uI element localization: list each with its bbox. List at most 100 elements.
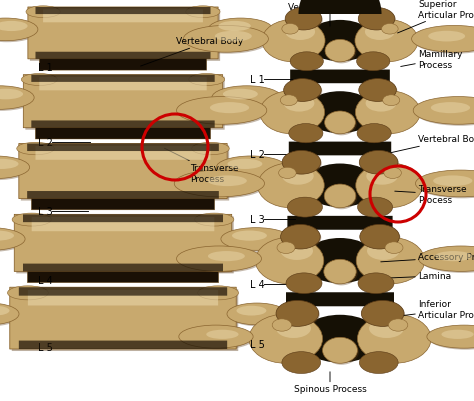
- Ellipse shape: [212, 87, 282, 110]
- Text: L 4: L 4: [38, 275, 53, 285]
- Ellipse shape: [360, 152, 399, 176]
- FancyBboxPatch shape: [31, 75, 215, 83]
- FancyBboxPatch shape: [289, 142, 391, 156]
- Ellipse shape: [0, 19, 38, 42]
- FancyBboxPatch shape: [23, 75, 223, 128]
- Text: L 1: L 1: [250, 75, 265, 85]
- Ellipse shape: [0, 22, 27, 32]
- Ellipse shape: [435, 251, 472, 261]
- Ellipse shape: [305, 21, 375, 62]
- Ellipse shape: [282, 352, 320, 374]
- Ellipse shape: [281, 242, 313, 260]
- FancyBboxPatch shape: [19, 144, 227, 199]
- Ellipse shape: [420, 248, 474, 273]
- Ellipse shape: [282, 168, 314, 185]
- Ellipse shape: [299, 315, 381, 363]
- Ellipse shape: [367, 242, 400, 260]
- Ellipse shape: [361, 226, 401, 250]
- Ellipse shape: [210, 20, 274, 43]
- Ellipse shape: [428, 327, 474, 350]
- Ellipse shape: [365, 95, 396, 112]
- Ellipse shape: [302, 239, 378, 284]
- Ellipse shape: [272, 319, 292, 331]
- FancyBboxPatch shape: [28, 290, 218, 306]
- Ellipse shape: [223, 89, 258, 100]
- Ellipse shape: [0, 88, 36, 111]
- Ellipse shape: [8, 286, 48, 300]
- Text: Transverse
Process: Transverse Process: [395, 185, 466, 204]
- FancyBboxPatch shape: [286, 293, 394, 306]
- Ellipse shape: [323, 338, 357, 363]
- FancyBboxPatch shape: [43, 10, 203, 23]
- Ellipse shape: [217, 156, 286, 179]
- FancyBboxPatch shape: [19, 288, 227, 296]
- Ellipse shape: [304, 92, 376, 134]
- Text: L 4: L 4: [250, 279, 265, 289]
- Ellipse shape: [185, 28, 270, 55]
- Ellipse shape: [0, 230, 27, 252]
- FancyBboxPatch shape: [36, 147, 210, 160]
- Ellipse shape: [361, 301, 404, 326]
- FancyBboxPatch shape: [23, 264, 223, 272]
- Text: Inferior
Articular Process: Inferior Articular Process: [378, 300, 474, 319]
- Ellipse shape: [289, 124, 323, 144]
- Ellipse shape: [227, 303, 287, 325]
- Ellipse shape: [287, 198, 322, 218]
- Ellipse shape: [0, 87, 34, 110]
- Ellipse shape: [389, 319, 408, 331]
- Ellipse shape: [324, 260, 356, 284]
- Ellipse shape: [356, 238, 425, 284]
- Ellipse shape: [0, 231, 14, 241]
- Ellipse shape: [441, 330, 474, 339]
- Ellipse shape: [208, 176, 247, 186]
- FancyBboxPatch shape: [39, 60, 207, 71]
- Ellipse shape: [177, 97, 267, 125]
- Ellipse shape: [290, 53, 323, 71]
- Text: L 1: L 1: [38, 63, 53, 73]
- Ellipse shape: [277, 242, 295, 254]
- Ellipse shape: [282, 226, 321, 250]
- Ellipse shape: [237, 306, 266, 316]
- FancyBboxPatch shape: [23, 215, 223, 223]
- Ellipse shape: [176, 246, 262, 272]
- Ellipse shape: [382, 24, 398, 35]
- Ellipse shape: [178, 99, 268, 126]
- Ellipse shape: [366, 168, 398, 185]
- Ellipse shape: [228, 305, 288, 326]
- Ellipse shape: [218, 158, 288, 181]
- Ellipse shape: [360, 225, 400, 249]
- Ellipse shape: [428, 32, 465, 43]
- Ellipse shape: [174, 171, 264, 197]
- Ellipse shape: [279, 168, 296, 179]
- Ellipse shape: [283, 152, 322, 176]
- Ellipse shape: [355, 20, 418, 63]
- FancyBboxPatch shape: [14, 215, 232, 272]
- Ellipse shape: [413, 28, 474, 55]
- Ellipse shape: [359, 79, 396, 102]
- Ellipse shape: [427, 325, 474, 348]
- Ellipse shape: [385, 242, 403, 254]
- Text: L 2: L 2: [38, 138, 53, 148]
- Ellipse shape: [232, 231, 267, 241]
- Ellipse shape: [208, 19, 273, 42]
- Text: Transverse
Process: Transverse Process: [164, 149, 238, 183]
- Ellipse shape: [219, 22, 251, 32]
- Ellipse shape: [21, 74, 57, 86]
- Ellipse shape: [285, 24, 315, 41]
- Ellipse shape: [0, 158, 31, 181]
- FancyBboxPatch shape: [287, 216, 392, 230]
- Ellipse shape: [195, 214, 234, 227]
- Ellipse shape: [303, 164, 377, 208]
- Ellipse shape: [285, 81, 322, 103]
- Text: L 5: L 5: [38, 342, 53, 352]
- Ellipse shape: [358, 273, 394, 294]
- Ellipse shape: [249, 314, 323, 363]
- Text: L 5: L 5: [250, 339, 265, 349]
- Ellipse shape: [276, 301, 319, 326]
- FancyBboxPatch shape: [30, 10, 220, 62]
- Text: L 3: L 3: [250, 215, 265, 225]
- Ellipse shape: [0, 228, 25, 251]
- Ellipse shape: [356, 91, 420, 134]
- Ellipse shape: [383, 95, 400, 106]
- Ellipse shape: [262, 20, 325, 63]
